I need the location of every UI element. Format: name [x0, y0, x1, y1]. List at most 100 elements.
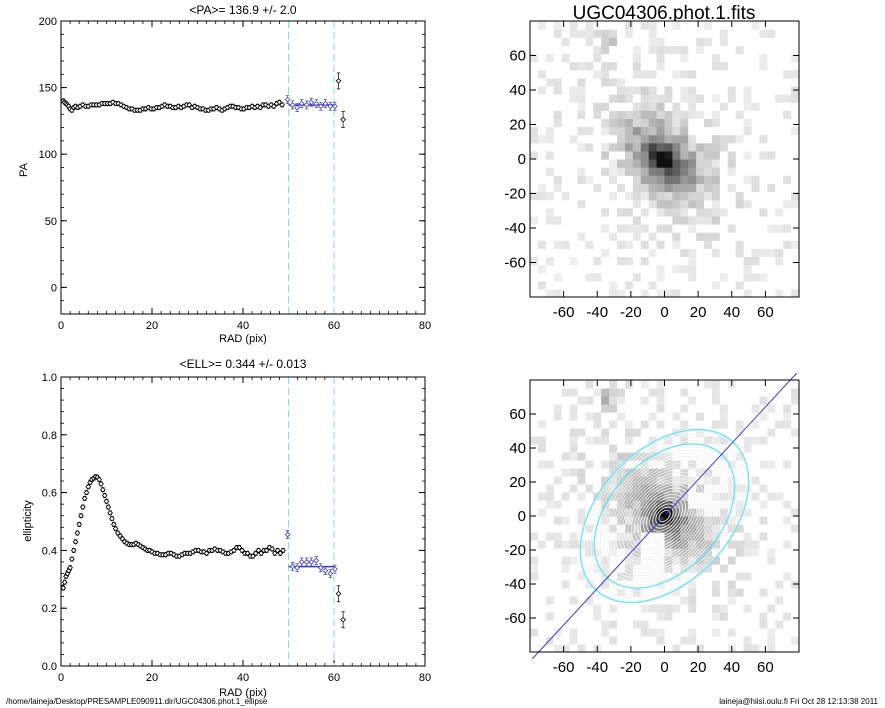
- image-pixel: [688, 428, 697, 437]
- image-pixel: [648, 468, 658, 477]
- image-pixel: [664, 69, 674, 79]
- image-pixel: [609, 21, 618, 30]
- image-pixel: [648, 37, 658, 46]
- image-pixel: [577, 580, 586, 589]
- image-pixel: [577, 77, 586, 87]
- pa-point: [340, 116, 346, 123]
- image-pixel: [593, 436, 602, 445]
- image-pixel: [577, 436, 586, 445]
- image-pixel: [593, 134, 602, 144]
- ell-point: [76, 521, 83, 528]
- image-pixel: [537, 516, 547, 525]
- image-pixel: [711, 412, 721, 421]
- image-pixel: [727, 428, 737, 437]
- image-pixel: [783, 142, 792, 152]
- image-pixel: [783, 484, 792, 493]
- image-pixel: [537, 468, 547, 477]
- ell-title: <ELL>= 0.344 +/- 0.013: [180, 357, 307, 371]
- image-pixel: [719, 69, 729, 79]
- image-pixel: [561, 69, 571, 79]
- image-pixel: [791, 45, 800, 55]
- image-pixel: [577, 199, 586, 209]
- image-pixel: [751, 412, 761, 421]
- image-pixel: [624, 524, 634, 533]
- image-pixel: [719, 199, 729, 209]
- image-pixel: [680, 604, 689, 613]
- image-pixel: [696, 460, 705, 469]
- image-pixel: [656, 256, 666, 266]
- image-pixel: [735, 175, 745, 184]
- image-pixel: [767, 492, 776, 501]
- image-pixel: [672, 53, 681, 63]
- image-pixel: [704, 134, 713, 144]
- image-pixel: [624, 412, 634, 421]
- image-pixel: [735, 596, 745, 605]
- image-pixel: [545, 240, 555, 249]
- image-pixel: [617, 280, 626, 290]
- image-pixel: [783, 516, 792, 525]
- image-pixel: [696, 380, 705, 389]
- image-pixel: [664, 94, 674, 103]
- image-pixel: [775, 524, 784, 533]
- image-pixel: [751, 199, 761, 209]
- image-pixel: [696, 77, 705, 87]
- image-pixel: [577, 516, 586, 525]
- image-pixel: [751, 77, 761, 87]
- image-pixel: [696, 288, 705, 298]
- image-pixel: [656, 232, 666, 241]
- image-pixel: [530, 628, 539, 637]
- image-pixel: [711, 134, 721, 144]
- image-pixel: [704, 232, 713, 241]
- image-pixel: [711, 436, 721, 445]
- image-pixel: [735, 240, 745, 249]
- image-pixel: [530, 548, 539, 557]
- image-pixel: [680, 53, 689, 63]
- image-pixel: [553, 110, 563, 120]
- image-pixel: [609, 61, 618, 71]
- image-pixel: [767, 508, 776, 517]
- image-pixel: [664, 580, 674, 589]
- image-pixel: [783, 207, 792, 217]
- image-pixel: [688, 396, 697, 405]
- image-pixel: [759, 596, 768, 605]
- image-pixel: [672, 264, 681, 274]
- image-pixel: [759, 556, 768, 565]
- image-pixel: [751, 183, 761, 193]
- image-pixel: [783, 388, 792, 397]
- image-pixel: [553, 207, 563, 217]
- image-pixel: [696, 21, 705, 30]
- image-pixel: [775, 118, 784, 128]
- image-pixel: [704, 492, 713, 501]
- image-pixel: [585, 644, 594, 653]
- image-pixel: [569, 280, 579, 290]
- image-pixel: [632, 444, 642, 453]
- image-pixel: [704, 37, 713, 46]
- image-pixel: [775, 580, 784, 589]
- image-pixel: [553, 620, 563, 629]
- image-pixel: [569, 452, 579, 461]
- image-xtick-label: 40: [723, 659, 740, 676]
- image-pixel: [553, 280, 563, 290]
- image-pixel: [609, 110, 618, 120]
- image-pixel: [569, 142, 579, 152]
- image-pixel: [767, 476, 776, 485]
- image-pixel: [719, 118, 729, 128]
- image-pixel: [601, 516, 610, 525]
- image-pixel: [577, 256, 586, 266]
- image-pixel: [530, 21, 539, 30]
- image-pixel: [632, 53, 642, 63]
- image-pixel: [640, 142, 650, 152]
- image-pixel: [783, 94, 792, 103]
- image-pixel: [711, 248, 721, 258]
- image-pixel: [743, 532, 753, 541]
- pa-point: [289, 102, 296, 108]
- image-pixel: [719, 532, 729, 541]
- image-pixel: [585, 564, 594, 573]
- image-pixel: [711, 150, 721, 160]
- image-pixel: [569, 94, 579, 103]
- image-pixel: [759, 636, 768, 645]
- image-pixel: [545, 476, 555, 485]
- image-pixel: [696, 468, 705, 477]
- image-pixel: [601, 264, 610, 274]
